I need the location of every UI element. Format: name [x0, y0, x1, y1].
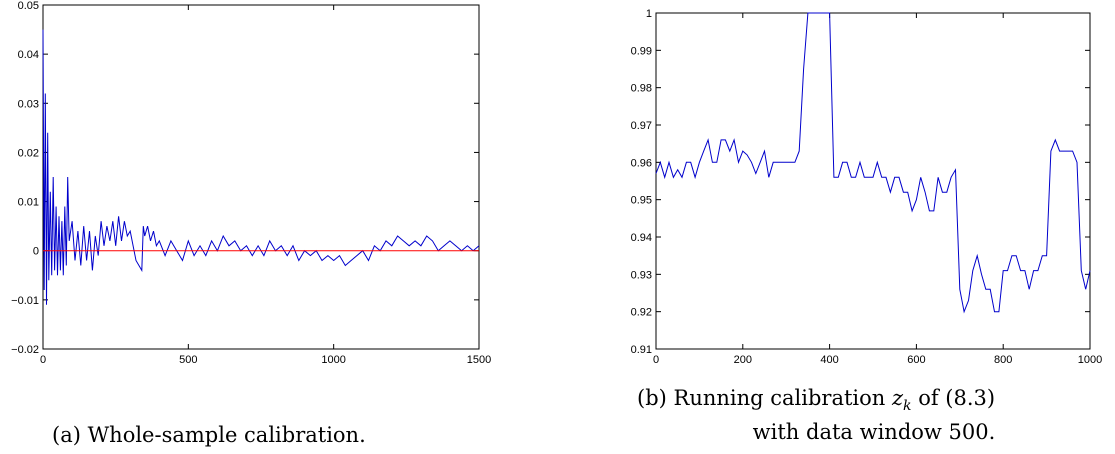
- chart-a-x-tick-label: 1500: [467, 354, 491, 366]
- chart-a-x-axis: 0 500 1000 1500: [40, 5, 491, 366]
- chart-b-plot-frame: [655, 12, 1091, 350]
- chart-b-series-group: [655, 12, 1091, 314]
- chart-b-y-tick-label: 0.98: [631, 83, 652, 95]
- chart-b-y-tick-label: 0.93: [631, 269, 652, 281]
- chart-a-y-tick-label: 0.03: [18, 98, 39, 110]
- chart-b-x-tick-label: 600: [907, 354, 925, 366]
- chart-b-x-tick-label: 800: [994, 354, 1012, 366]
- chart-a-y-tick-label: 0.05: [18, 0, 39, 12]
- chart-b-y-tick-label: 0.97: [631, 120, 652, 132]
- chart-b-caption-line1: (b) Running calibration zk of (8.3): [637, 386, 995, 414]
- chart-a-caption: (a) Whole-sample calibration.: [52, 423, 366, 447]
- chart-b-y-tick-label: 1: [646, 8, 652, 20]
- chart-b-x-axis: 0 200 400 600 800 1000: [653, 13, 1102, 366]
- chart-a: −0.02 −0.01 0 0.01 0.02 0.03 0.04 0.05 0 500 1000…: [11, 0, 491, 447]
- chart-b-x-tick-label: 0: [653, 354, 659, 366]
- chart-b-y-tick-label: 0.99: [631, 45, 652, 57]
- chart-b-x-tick-label: 200: [734, 354, 752, 366]
- chart-a-series-line-0: [42, 29, 480, 305]
- chart-a-y-tick-label: 0: [33, 246, 39, 258]
- chart-a-x-tick-label: 500: [179, 354, 197, 366]
- chart-b-caption-suffix: of (8.3): [912, 386, 996, 410]
- chart-a-y-tick-label: −0.01: [11, 295, 39, 307]
- chart-a-y-tick-label: 0.04: [18, 49, 39, 61]
- chart-a-y-tick-label: 0.01: [18, 197, 39, 209]
- chart-b-y-tick-label: 0.96: [631, 157, 652, 169]
- chart-b: 0.91 0.92 0.93 0.94 0.95 0.96 0.97 0.98 0.99 1 0 2…: [631, 8, 1103, 444]
- chart-a-x-tick-label: 1000: [321, 354, 345, 366]
- chart-a-series-group: [42, 29, 480, 305]
- chart-b-caption-prefix: (b) Running calibration: [637, 386, 892, 410]
- chart-b-x-tick-label: 400: [820, 354, 838, 366]
- chart-b-caption-line2: with data window 500.: [753, 420, 996, 444]
- chart-a-plot-frame: [42, 4, 480, 350]
- chart-b-caption-variable: z: [891, 386, 904, 410]
- chart-b-caption-subscript: k: [903, 398, 911, 414]
- chart-b-y-axis: 0.91 0.92 0.93 0.94 0.95 0.96 0.97 0.98 0.99 1: [631, 8, 1090, 356]
- chart-b-y-tick-label: 0.91: [631, 344, 652, 356]
- chart-b-x-tick-label: 1000: [1078, 354, 1102, 366]
- chart-b-y-tick-label: 0.95: [631, 195, 652, 207]
- chart-b-y-tick-label: 0.94: [631, 232, 652, 244]
- chart-b-y-tick-label: 0.92: [631, 307, 652, 319]
- chart-a-y-tick-label: −0.02: [11, 344, 39, 356]
- chart-b-series-line-0: [655, 12, 1091, 314]
- chart-a-y-tick-label: 0.02: [18, 147, 39, 159]
- chart-a-y-axis: −0.02 −0.01 0 0.01 0.02 0.03 0.04 0.05: [11, 0, 479, 356]
- chart-a-x-tick-label: 0: [40, 354, 46, 366]
